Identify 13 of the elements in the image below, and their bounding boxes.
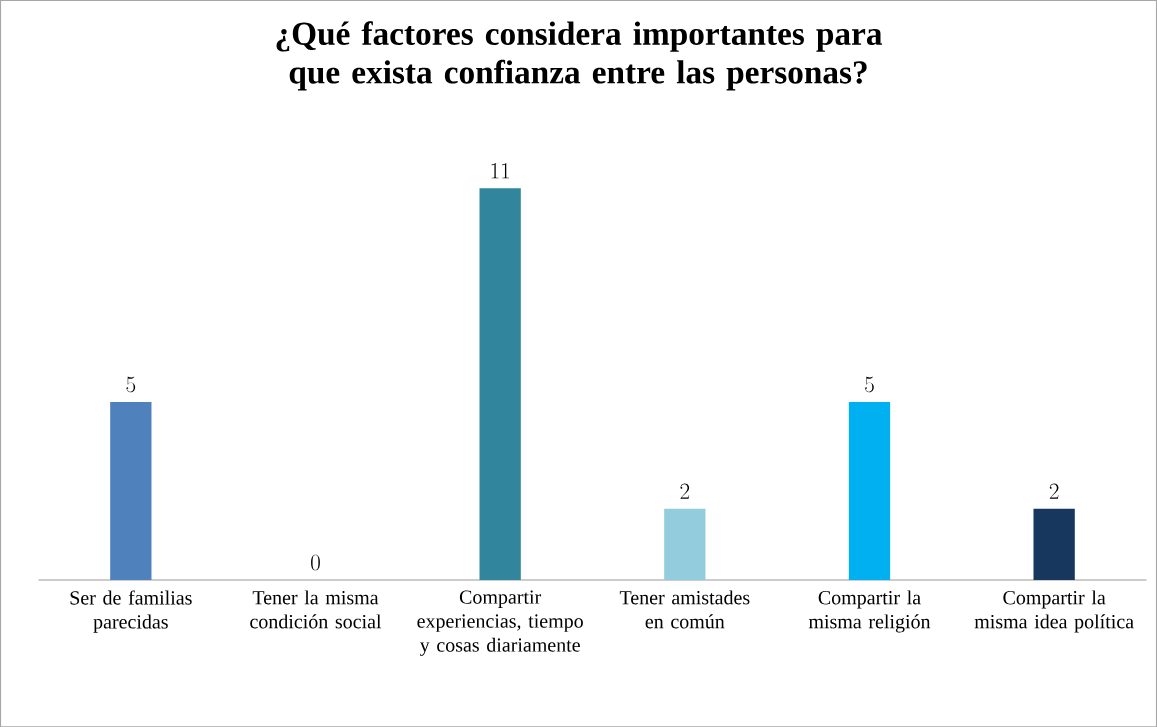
x-tick-label: Tener amistades en común (619, 590, 750, 629)
x-tick-label: Compartir la misma idea política (974, 590, 1134, 633)
data-label: 0 (311, 554, 320, 571)
x-tick-label: Compartir experiencias, tiempo y cosas diariamente (417, 590, 583, 656)
data-label: 5 (865, 376, 874, 393)
data-label: 11 (491, 162, 509, 179)
data-label: 2 (1049, 483, 1059, 499)
data-label: 5 (126, 376, 136, 393)
data-label: 2 (680, 483, 690, 499)
x-tick-label: Tener la misma condición social (250, 590, 382, 629)
x-tick-label: Compartir la misma religión (808, 590, 931, 633)
x-tick-label: Ser de familias parecidas (70, 590, 192, 633)
chart-title: ¿Qué factores considera importantes para que exista confianza entre las personas? (276, 21, 883, 91)
